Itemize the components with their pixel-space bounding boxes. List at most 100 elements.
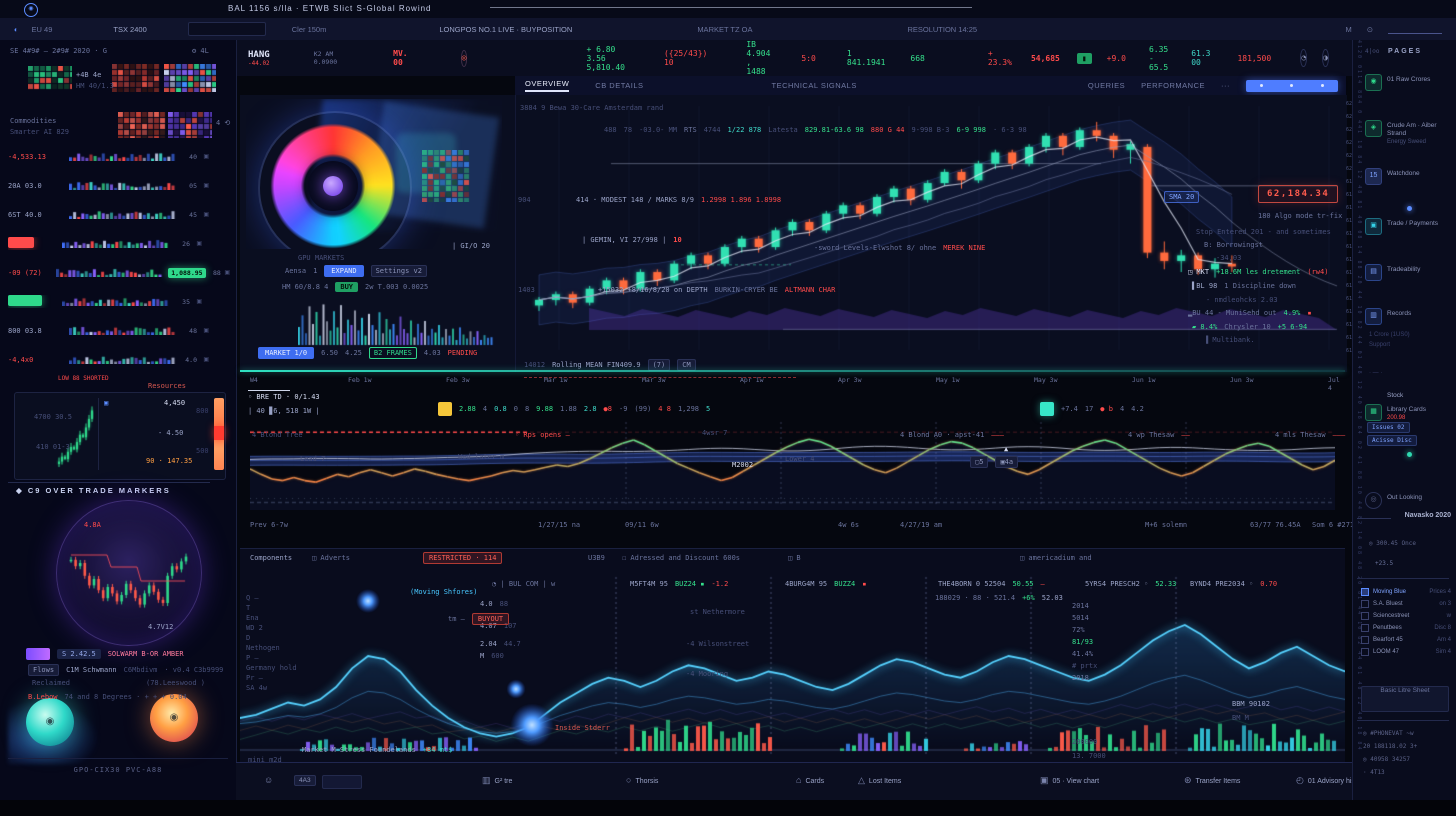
sidebar-item-trade-payments[interactable]: ▣ Trade / Payments [1365, 218, 1453, 235]
sidebar-item-watchdone[interactable]: 15 Watchdone [1365, 168, 1453, 185]
buy-button[interactable]: BUY [335, 282, 359, 292]
restricted-badge[interactable]: RESTRICTED · 114 [423, 552, 503, 564]
search-input[interactable] [187, 22, 266, 36]
row-menu-icon[interactable]: ▣ [224, 270, 231, 276]
checkbox[interactable] [1361, 624, 1369, 632]
checkbox[interactable] [1361, 636, 1369, 644]
row-menu-icon[interactable]: ▣ [196, 241, 202, 247]
checklist-item[interactable]: Sciencestreet w [1361, 612, 1451, 620]
axis-value: 6182 [1346, 205, 1356, 211]
mini-chip-row[interactable]: Issues 02 [1367, 422, 1410, 433]
annotation: 72% [1072, 625, 1092, 635]
status-item[interactable]: ⌂ Cards [796, 775, 824, 785]
watchlist-row[interactable]: 6ST 40.0 45 ▣ [0, 200, 236, 229]
checklist-item[interactable]: Bearfort 45 Am 4 [1361, 636, 1451, 644]
window-title: BAL 1156 s/lla · ETWB Slict S-Global Row… [228, 4, 432, 13]
watchlist-row[interactable]: 26 ▣ [0, 229, 236, 258]
basic-sheet-button[interactable]: Basic Litre Sheet [1361, 686, 1449, 712]
status-item[interactable]: ☺ [264, 775, 277, 785]
nav-item[interactable]: RESOLUTION 14:25 [907, 24, 978, 34]
toolbar-button[interactable]: ◔ [1300, 49, 1308, 67]
checkbox[interactable] [1361, 648, 1369, 656]
label: 0.70 [1260, 579, 1278, 588]
row-menu-icon[interactable]: ▣ [203, 154, 209, 160]
sidebar-item-tradeability[interactable]: ▤ Tradeability [1365, 264, 1453, 281]
sidebar-item-01-raw-crores[interactable]: ◉ 01 Raw Crores [1365, 74, 1453, 91]
status-item[interactable]: ▥ G² tre [482, 775, 512, 786]
tabbar-action[interactable]: PERFORMANCE [1141, 81, 1205, 90]
nav-item[interactable]: M [1345, 24, 1352, 34]
sma-badge[interactable]: SMA 20 [1164, 191, 1200, 203]
row-menu-icon[interactable]: ▣ [196, 299, 202, 305]
nav-item[interactable]: MARKET TZ OA [697, 24, 753, 34]
watchlist-row[interactable]: -4,4x0 4.0 ▣ [0, 345, 236, 374]
sidebar-item-out-looking[interactable]: ◎ Out Looking [1365, 492, 1453, 509]
nav-underline-input[interactable] [1388, 24, 1442, 34]
sidebar-item-extra: 200.98 [1387, 415, 1406, 421]
moving-averages-link[interactable]: (Moving Shfores) [410, 587, 478, 596]
alert-button[interactable]: ◉ [150, 694, 198, 742]
watchlist-row[interactable]: 35 ▣ [0, 287, 236, 316]
confirm-button[interactable]: ◉ [26, 698, 74, 746]
nav-item[interactable]: LONGPOS NO.1 LIVE · BUYPOSITION [439, 24, 573, 34]
label: 5 [706, 405, 711, 413]
checkbox[interactable] [1361, 600, 1369, 608]
nav-item[interactable]: ◐ [14, 24, 19, 34]
checklist-item[interactable]: LOOM 47 Sim 4 [1361, 648, 1451, 656]
checkbox[interactable] [1361, 588, 1369, 596]
annotation: ▉ 2.88 4 0.8 08 9.88 1.88 2.8 ●8 -9 (99) 4 8 1,298 5 [438, 402, 717, 416]
settings-button[interactable]: Settings v2 [370, 265, 427, 277]
tabbar-action[interactable]: QUERIES [1087, 81, 1126, 90]
mini-chip-row[interactable]: Acisse Disc [1367, 435, 1417, 446]
checklist-item[interactable]: Penutbees Disc 8 [1361, 624, 1451, 632]
status-item[interactable]: ○ Thorsis [626, 775, 658, 785]
status-item[interactable]: ◴ 01 Advisory history [1296, 775, 1367, 786]
checkbox[interactable] [1361, 612, 1369, 620]
tab-overview[interactable]: OVERVIEW [525, 79, 570, 92]
tabbar-action[interactable]: ··· [1221, 81, 1230, 90]
sidebar-item-library-cards[interactable]: ▦ Library Cards 200.98 [1365, 404, 1453, 422]
watchlist-row[interactable]: -4,533.13 40 ▣ [0, 142, 236, 171]
price-alert-badge[interactable]: 62,184.34 [1258, 185, 1339, 203]
label: 50.55 [1012, 579, 1034, 588]
settings-icon[interactable]: ⚙ 4L [192, 46, 209, 55]
expand-button[interactable]: EXPAND [324, 265, 364, 277]
nav-item[interactable]: TSX 2400 [113, 24, 147, 34]
sidebar-item-records[interactable]: ▥ Records [1365, 308, 1453, 325]
toolbar-button[interactable]: ◎ [460, 49, 468, 67]
sidebar-item-icon: ▣ [1365, 218, 1382, 235]
status-item[interactable]: ▣ 05 · View chart [1040, 775, 1099, 786]
nav-item[interactable]: EU 49 [31, 24, 53, 34]
toolbar-button[interactable]: ◑ [1322, 49, 1329, 67]
nav-item[interactable]: Cler 150m [291, 24, 327, 34]
watchlist-row[interactable]: 800 03.8 48 ▣ [0, 316, 236, 345]
row-menu-icon[interactable]: ▣ [203, 183, 209, 189]
market-button[interactable]: MARKET 1/0 [258, 347, 315, 359]
area-charts[interactable] [240, 573, 1345, 763]
status-item[interactable] [322, 775, 362, 789]
status-item[interactable]: 4A3 [294, 775, 316, 786]
row-menu-icon[interactable]: ▣ [203, 328, 209, 334]
tab-cb-details[interactable]: CB DETAILS [595, 81, 644, 90]
nav-item[interactable]: ⊙ [1366, 24, 1373, 34]
checklist-item[interactable]: Moving Blue Prices 4 [1361, 588, 1451, 596]
buyout-badge[interactable]: BUYOUT [471, 613, 510, 625]
status-item[interactable]: △ Lost Items [858, 775, 901, 786]
row-menu-icon[interactable]: ▣ [203, 357, 209, 363]
watchlist-row[interactable]: -09 (72) 1,088.95 88 ▣ [0, 258, 236, 287]
label: ▉ [1040, 402, 1054, 416]
sidebar-item-crude-am-aiber-strand[interactable]: ◈ Crude Am · Aiber Strand Energy Sweed [1365, 120, 1453, 146]
label: 10 [673, 235, 682, 244]
label: 4 [482, 405, 488, 413]
annotation: 4 wp Thesaw —— [1128, 430, 1197, 440]
status-item[interactable]: ⊛ Transfer Items [1184, 775, 1240, 786]
checklist-item[interactable]: S.A. Bluest on 3 [1361, 600, 1451, 608]
download-checkbox[interactable]: ☐ Adressed and Discount 600s [622, 553, 741, 562]
watchlist-row[interactable]: 20A 03.0 05 ▣ [0, 171, 236, 200]
row-menu-icon[interactable]: ▣ [203, 212, 209, 218]
tab-technical-signals[interactable]: TECHNICAL SIGNALS [771, 81, 857, 90]
candlestick-chart[interactable] [529, 100, 1341, 368]
rsi-chart[interactable] [250, 418, 1335, 510]
timeframe-slider[interactable] [1246, 79, 1338, 92]
iris-outer-ring [258, 111, 412, 249]
